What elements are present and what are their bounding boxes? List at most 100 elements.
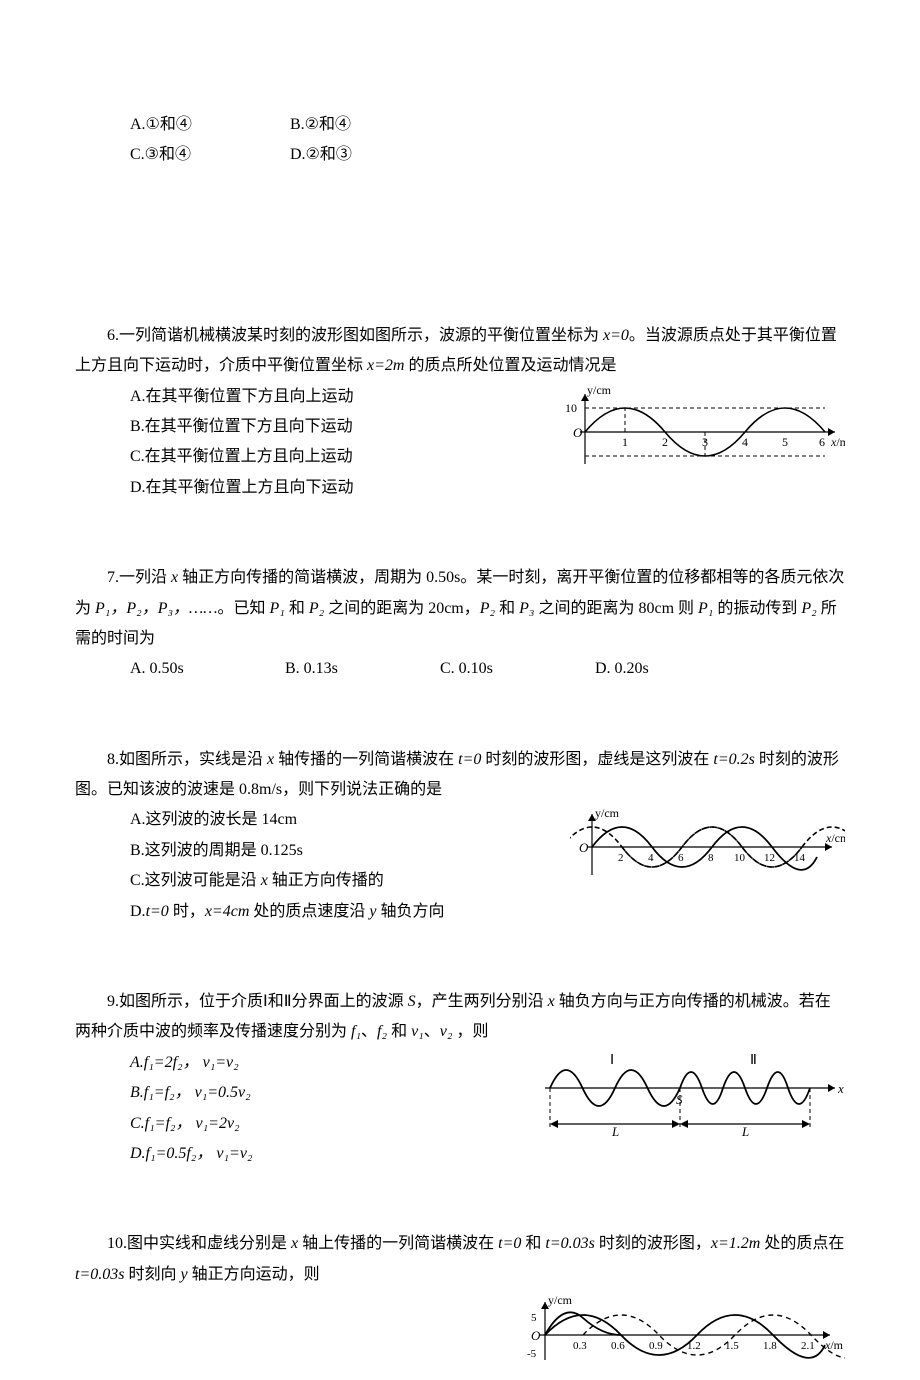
q6-xt1: 1 xyxy=(622,435,628,449)
q7-and1: 和 xyxy=(285,600,309,617)
q9-II: Ⅱ xyxy=(750,1053,757,1068)
q8-xt6: 12 xyxy=(764,852,775,864)
q10-xt2: 0.6 xyxy=(611,1340,625,1352)
question-9: 9.如图所示，位于介质Ⅰ和Ⅱ分界面上的波源 S，产生两列分别沿 x 轴负方向与正… xyxy=(75,987,845,1169)
q6-xt3: 3 xyxy=(702,435,708,449)
q7-p2: P₂ xyxy=(309,600,324,617)
q8-xt4: 8 xyxy=(708,852,714,864)
question-7: 7.一列沿 x 轴正方向传播的简谐横波，周期为 0.50s。某一时刻，离开平衡位… xyxy=(75,563,845,685)
q9-Slabel: S xyxy=(676,1092,683,1107)
q10-s1: 图中实线和虚线分别是 xyxy=(127,1235,291,1252)
q6-xt6: 6 xyxy=(819,435,825,449)
q5-choice-c: C.③和④ xyxy=(130,140,290,170)
q8-xt7: 14 xyxy=(794,852,806,864)
q10-xt3: 0.9 xyxy=(649,1340,663,1352)
q10-s4: 处的质点在 xyxy=(760,1235,844,1252)
q8-origin: O xyxy=(579,840,589,855)
q8-d3: 处的质点速度沿 xyxy=(249,903,369,920)
q8-c2: 轴正方向传播的 xyxy=(268,872,384,889)
q8-ylabel: y/cm xyxy=(595,806,620,820)
q10-s2: 轴上传播的一列简谐横波在 xyxy=(298,1235,498,1252)
q9-figure: L L S Ⅰ Ⅱ x xyxy=(535,1048,845,1148)
q7-plist: P₁，P₂，P₃，…… xyxy=(95,600,217,617)
q10-ylabel: y/cm xyxy=(548,1293,573,1307)
q9-and: 和 xyxy=(387,1023,411,1040)
q7-c: C. 0.10s xyxy=(440,654,595,684)
q7-p3: P₃ xyxy=(519,600,534,617)
q9-v2: v₂ xyxy=(440,1023,453,1040)
q10-figure: O 5 -5 y/cm x/m 0.3 0.6 0.9 1.2 1.5 1.8 … xyxy=(515,1290,845,1380)
q10-xlabel: x/m xyxy=(824,1338,844,1352)
q5-choices: A.①和④ B.②和④ C.③和④ D.②和③ xyxy=(130,110,845,171)
q7-s4: 之间的距离为 20cm， xyxy=(324,600,480,617)
q9-f2: f₂ xyxy=(377,1023,387,1040)
q7-s1: 一列沿 xyxy=(119,569,171,586)
q10-x12: x=1.2m xyxy=(711,1235,760,1252)
question-8: 8.如图所示，实线是沿 x 轴传播的一列简谐横波在 t=0 时刻的波形图，虚线是… xyxy=(75,745,845,927)
q10-t0: t=0 xyxy=(498,1235,521,1252)
q8-s1: 如图所示，实线是沿 xyxy=(119,751,267,768)
q7-d: D. 0.20s xyxy=(595,654,750,684)
q9-L1: L xyxy=(611,1124,619,1139)
q9-xlabel: x xyxy=(837,1081,844,1096)
q10-s3: 时刻的波形图， xyxy=(595,1235,711,1252)
q7-s5: 和 xyxy=(495,600,519,617)
question-10: 10.图中实线和虚线分别是 x 轴上传播的一列简谐横波在 t=0 和 t=0.0… xyxy=(75,1229,845,1290)
q9-s4: ，则 xyxy=(452,1023,488,1040)
q10-origin: O xyxy=(531,1328,541,1343)
q10-xt6: 1.8 xyxy=(763,1340,777,1352)
q10-yn5: -5 xyxy=(527,1348,537,1360)
q8-xt1: 2 xyxy=(618,852,624,864)
q7-p2c: P₂ xyxy=(801,600,816,617)
q6-xt4: 4 xyxy=(742,435,748,449)
q7-s3: 。已知 xyxy=(217,600,269,617)
q8-xt5: 10 xyxy=(734,852,746,864)
q6-origin: O xyxy=(573,425,583,440)
q6-stem3: 的质点所处位置及运动情况是 xyxy=(404,357,616,374)
q5-choice-a: A.①和④ xyxy=(130,110,290,140)
q8-dy: y xyxy=(369,903,376,920)
q10-number: 10. xyxy=(107,1235,127,1252)
q8-t0: t=0 xyxy=(458,751,481,768)
q7-p1b: P₁ xyxy=(698,600,713,617)
q8-s3: 时刻的波形图，虚线是这列波在 xyxy=(481,751,713,768)
q10-t003: t=0.03s xyxy=(545,1235,594,1252)
q5-choice-d: D.②和③ xyxy=(290,140,450,170)
q6-stem1: 一列简谐机械横波某时刻的波形图如图所示，波源的平衡位置坐标为 xyxy=(119,327,603,344)
q9-sep1: 、 xyxy=(361,1023,377,1040)
q8-xt3: 6 xyxy=(678,852,684,864)
q9-s1: 如图所示，位于介质Ⅰ和Ⅱ分界面上的波源 xyxy=(119,993,408,1010)
q10-xt5: 1.5 xyxy=(725,1340,739,1352)
q8-xlabel: x/cm xyxy=(825,831,845,845)
q8-figure: O y/cm x/cm 2 4 6 8 10 12 14 xyxy=(570,805,845,890)
q5-choice-b: B.②和④ xyxy=(290,110,450,140)
q6-x0: x=0 xyxy=(603,327,629,344)
q8-d2: 时， xyxy=(169,903,205,920)
q6-ytick: 10 xyxy=(565,401,577,415)
q10-xt1: 0.3 xyxy=(573,1340,587,1352)
q9-L2: L xyxy=(741,1124,749,1139)
q8-number: 8. xyxy=(107,751,119,768)
q6-xlabel: x/m xyxy=(830,435,845,449)
q8-xt2: 4 xyxy=(648,852,654,864)
q9-number: 9. xyxy=(107,993,119,1010)
q10-y5: 5 xyxy=(531,1312,537,1324)
q6-number: 6. xyxy=(107,327,119,344)
q10-xt4: 1.2 xyxy=(687,1340,701,1352)
q6-xt5: 5 xyxy=(782,435,788,449)
q10-and: 和 xyxy=(521,1235,545,1252)
q7-s7: 的振动传到 xyxy=(713,600,801,617)
q8-c1: C.这列波可能是沿 xyxy=(130,872,261,889)
q10-t003b: t=0.03s xyxy=(75,1266,124,1283)
q9-x: x xyxy=(548,993,555,1010)
q10-s5: 时刻向 xyxy=(124,1266,180,1283)
q7-number: 7. xyxy=(107,569,119,586)
q7-p2b: P₂ xyxy=(480,600,495,617)
q10-s6: 轴正方向运动，则 xyxy=(188,1266,320,1283)
q6-ylabel: y/cm xyxy=(587,383,612,397)
q6-figure: O 10 y/cm x/m 1 2 3 4 5 6 xyxy=(560,382,845,482)
q7-p1: P₁ xyxy=(270,600,285,617)
q9-s2: ，产生两列分别沿 xyxy=(416,993,548,1010)
q8-dt: t=0 xyxy=(146,903,169,920)
q9-v1: v₁ xyxy=(411,1023,424,1040)
